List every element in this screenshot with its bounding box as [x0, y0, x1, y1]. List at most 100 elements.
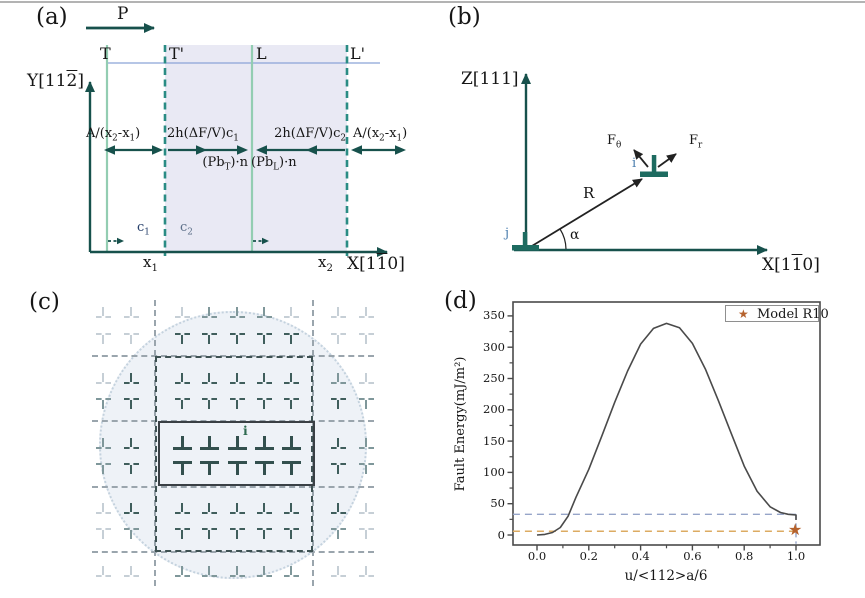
x-tick-label: 0.6 [683, 549, 702, 563]
dislocation-symbol-up [95, 306, 111, 318]
x-axis-label-a: X[110] [347, 254, 405, 274]
dislocation-i-tick [651, 155, 657, 172]
arrowhead [351, 145, 362, 155]
fault-energy-curve [536, 322, 797, 536]
dislocation-symbol-down [229, 332, 245, 344]
dislocation-symbol-down [174, 527, 190, 539]
dislocation-symbol-up [229, 306, 245, 318]
dislocation-symbol-up [358, 306, 374, 318]
dislocation-symbol-up [95, 565, 111, 577]
y-tick-label: 0 [497, 527, 505, 542]
y-tick-label: 100 [483, 464, 505, 479]
dislocation-symbol-up [95, 372, 111, 384]
panel-a-drawing [85, 23, 406, 257]
panel-b-drawing [512, 73, 768, 255]
dislocation-symbol-up [172, 436, 192, 450]
dislocation-symbol-up [123, 565, 139, 577]
dislocation-symbol-down [95, 332, 111, 344]
y-tick-label: 250 [483, 371, 505, 385]
model-r10-marker: ★ [788, 520, 803, 540]
dislocation-symbol-up [358, 372, 374, 384]
dislocation-symbol-up [95, 502, 111, 514]
dislocation-symbol-down [358, 527, 374, 539]
plot-dynamic-content [507, 315, 797, 551]
x2-label: x2 [318, 253, 333, 274]
y-axis-label-a: Y[112] [27, 71, 84, 91]
panel-a-tag: (a) [36, 4, 68, 30]
dislocation-symbol-up [358, 502, 374, 514]
line-label-L: L [256, 44, 267, 63]
dislocation-symbol-down [283, 397, 299, 409]
dislocation-symbol-up [123, 372, 139, 384]
dislocation-symbol-up [358, 565, 374, 577]
figure-top-border [0, 1, 865, 3]
x-tick-label: 0.4 [631, 549, 650, 563]
annotation-mid-left: 2h(ΔF/V)c1 [167, 126, 239, 144]
dislocation-symbol-up [174, 372, 190, 384]
dislocation-symbol-down [123, 462, 139, 474]
dislocation-symbol-up [229, 565, 245, 577]
dislocation-symbol-down [174, 397, 190, 409]
dislocation-symbol-down [123, 527, 139, 539]
dislocation-symbol-down [229, 397, 245, 409]
dislocation-symbol-down [256, 332, 272, 344]
dislocation-symbol-up [229, 372, 245, 384]
panel-d-plot [507, 301, 821, 551]
dislocation-symbol-up [174, 565, 190, 577]
dislocation-symbol-up [283, 502, 299, 514]
j-vector-label: j [505, 226, 510, 241]
line-label-L-prime: L' [350, 44, 366, 63]
line-label-T: T [100, 44, 111, 63]
dislocation-symbol-up [256, 565, 272, 577]
dislocation-symbol-down [172, 461, 192, 475]
pb-l-label: (PbL)·n [251, 155, 297, 173]
c1-label: c1 [137, 220, 150, 238]
core-cell-solid-rect [158, 421, 315, 486]
dislocation-symbol-down [227, 461, 247, 475]
dislocation-symbol-down [281, 461, 301, 475]
center-dislocation-label: i [243, 423, 248, 438]
annotation-left: A/(x2-x1) [86, 126, 141, 144]
r-vector-label: R [583, 184, 595, 202]
arrowhead [395, 145, 406, 155]
dislocation-symbol-up [229, 502, 245, 514]
y-tick-label: 350 [483, 308, 505, 323]
legend-star-icon: ★ [738, 307, 749, 321]
annotation-mid-right: 2h(ΔF/V)c2 [274, 126, 346, 144]
panel-c-tag: (c) [29, 289, 60, 315]
y-tick-label: 50 [490, 496, 505, 511]
arrowhead [152, 145, 163, 155]
dislocation-symbol-down [123, 332, 139, 344]
dislocation-symbol-up [330, 565, 346, 577]
y-tick-label: 200 [483, 402, 505, 417]
dislocation-symbol-down [256, 397, 272, 409]
legend-entry-label: Model R10 [757, 306, 829, 322]
f-r-label: Fr [689, 133, 703, 151]
dislocation-symbol-up [256, 372, 272, 384]
dislocation-symbol-down [254, 461, 274, 475]
y-tick-label: 300 [483, 339, 505, 354]
dislocation-symbol-up [330, 437, 346, 449]
dislocation-symbol-up [256, 502, 272, 514]
alpha-arc [559, 228, 567, 250]
f-theta-vector [633, 149, 649, 168]
alpha-label: α [570, 227, 580, 243]
arrowhead [104, 145, 115, 155]
arrowhead [196, 145, 207, 155]
dislocation-symbol-up [201, 306, 217, 318]
dislocation-symbol-down [330, 462, 346, 474]
x-tick-label: 0.8 [735, 549, 754, 563]
dislocation-symbol-up [227, 436, 247, 450]
dislocation-symbol-up [330, 372, 346, 384]
dislocation-symbol-down [358, 397, 374, 409]
grid-dashed-hline [92, 486, 374, 488]
dislocation-symbol-down [201, 527, 217, 539]
z-axis-label-b: Z[111] [461, 69, 519, 89]
dislocation-symbol-up [174, 502, 190, 514]
dislocation-symbol-down [358, 462, 374, 474]
dislocation-symbol-down [201, 397, 217, 409]
x-axis-label-b: X[110] [762, 255, 820, 275]
dislocation-symbol-up [330, 306, 346, 318]
dislocation-symbol-down [330, 332, 346, 344]
i-vector-label: i [632, 156, 637, 171]
